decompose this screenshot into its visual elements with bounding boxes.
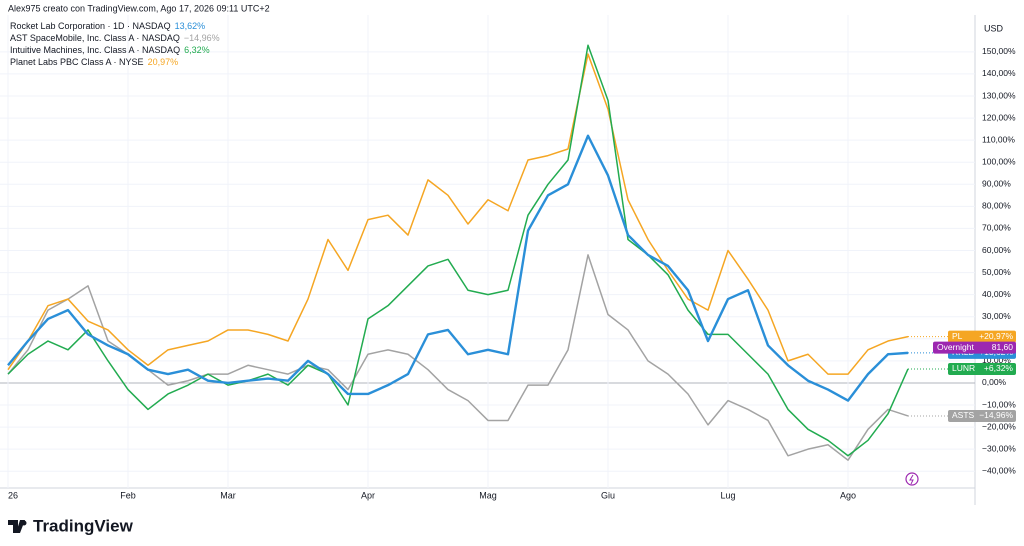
icon [909, 474, 914, 485]
y-tick-label: 10,00% [982, 355, 1011, 365]
y-tick-label: −10,00% [982, 399, 1016, 409]
y-tick-label: 100,00% [982, 156, 1016, 166]
x-tick-label: 26 [8, 490, 18, 500]
legend-change: 20,97% [148, 57, 179, 67]
y-tick-label: 120,00% [982, 112, 1016, 122]
icon [905, 472, 919, 486]
legend-entry: Rocket Lab Corporation · 1D · NASDAQ 13,6… [10, 21, 205, 31]
tag-ticker: PL [952, 331, 963, 341]
x-tick-label: Mar [220, 490, 236, 500]
axis-unit: USD [984, 23, 1004, 33]
chart-header: Alex975 creato con TradingView.com, Ago … [8, 3, 270, 13]
y-tick-label: 110,00% [982, 134, 1015, 144]
x-tick-label: Mag [479, 490, 497, 500]
x-tick-label: Giu [601, 490, 615, 500]
y-tick-label: 40,00% [982, 289, 1011, 299]
tag-change: +6,32% [984, 363, 1014, 373]
y-tick-label: 70,00% [982, 223, 1011, 233]
legend-change: −14,96% [184, 33, 220, 43]
overnight-tag [933, 341, 1016, 354]
series-line [7, 53, 909, 375]
y-tick-label: 130,00% [982, 90, 1016, 100]
legend-entry: Intuitive Machines, Inc. Class A · NASDA… [10, 45, 210, 55]
series-line [7, 254, 909, 461]
legend-name: Planet Labs PBC Class A · NYSE [10, 57, 144, 67]
y-tick-label: −20,00% [982, 421, 1016, 431]
x-tick-label: Apr [361, 490, 375, 500]
tag-ticker: ASTS [952, 410, 975, 420]
legend-change: 13,62% [175, 21, 206, 31]
legend-name: Intuitive Machines, Inc. Class A · NASDA… [10, 45, 180, 55]
legend-change: 6,32% [184, 45, 210, 55]
y-tick-label: 80,00% [982, 201, 1011, 211]
y-tick-label: 0,00% [982, 377, 1007, 387]
y-tick-label: 90,00% [982, 179, 1011, 189]
tag-change: −14,96% [979, 410, 1013, 420]
logo [8, 520, 27, 533]
x-tick-label: Lug [720, 490, 735, 500]
legend-name: Rocket Lab Corporation · 1D · NASDAQ [10, 21, 171, 31]
legend-entry: Planet Labs PBC Class A · NYSE 20,97% [10, 57, 178, 67]
grid [0, 15, 975, 488]
brand: TradingView [33, 516, 134, 535]
y-tick-label: 140,00% [982, 68, 1016, 78]
y-tick-label: −40,00% [982, 465, 1016, 475]
price-tag [948, 330, 1016, 343]
series-line [7, 134, 909, 402]
y-tick-label: −30,00% [982, 443, 1016, 453]
overnight-value: 81,60 [992, 342, 1014, 352]
price-tag [948, 362, 1016, 375]
series-line [7, 44, 909, 457]
price-tag [948, 409, 1016, 422]
x-tick-label: Ago [840, 490, 856, 500]
y-tick-label: 30,00% [982, 311, 1011, 321]
tag-change: +20,97% [979, 331, 1013, 341]
legend-name: AST SpaceMobile, Inc. Class A · NASDAQ [10, 33, 180, 43]
y-tick-label: 60,00% [982, 245, 1011, 255]
x-tick-label: Feb [120, 490, 136, 500]
overnight-label: Overnight [937, 342, 974, 352]
legend-entry: AST SpaceMobile, Inc. Class A · NASDAQ −1… [10, 33, 220, 43]
tag-ticker: LUNR [952, 363, 975, 373]
y-tick-label: 150,00% [982, 46, 1016, 56]
y-tick-label: 50,00% [982, 267, 1011, 277]
